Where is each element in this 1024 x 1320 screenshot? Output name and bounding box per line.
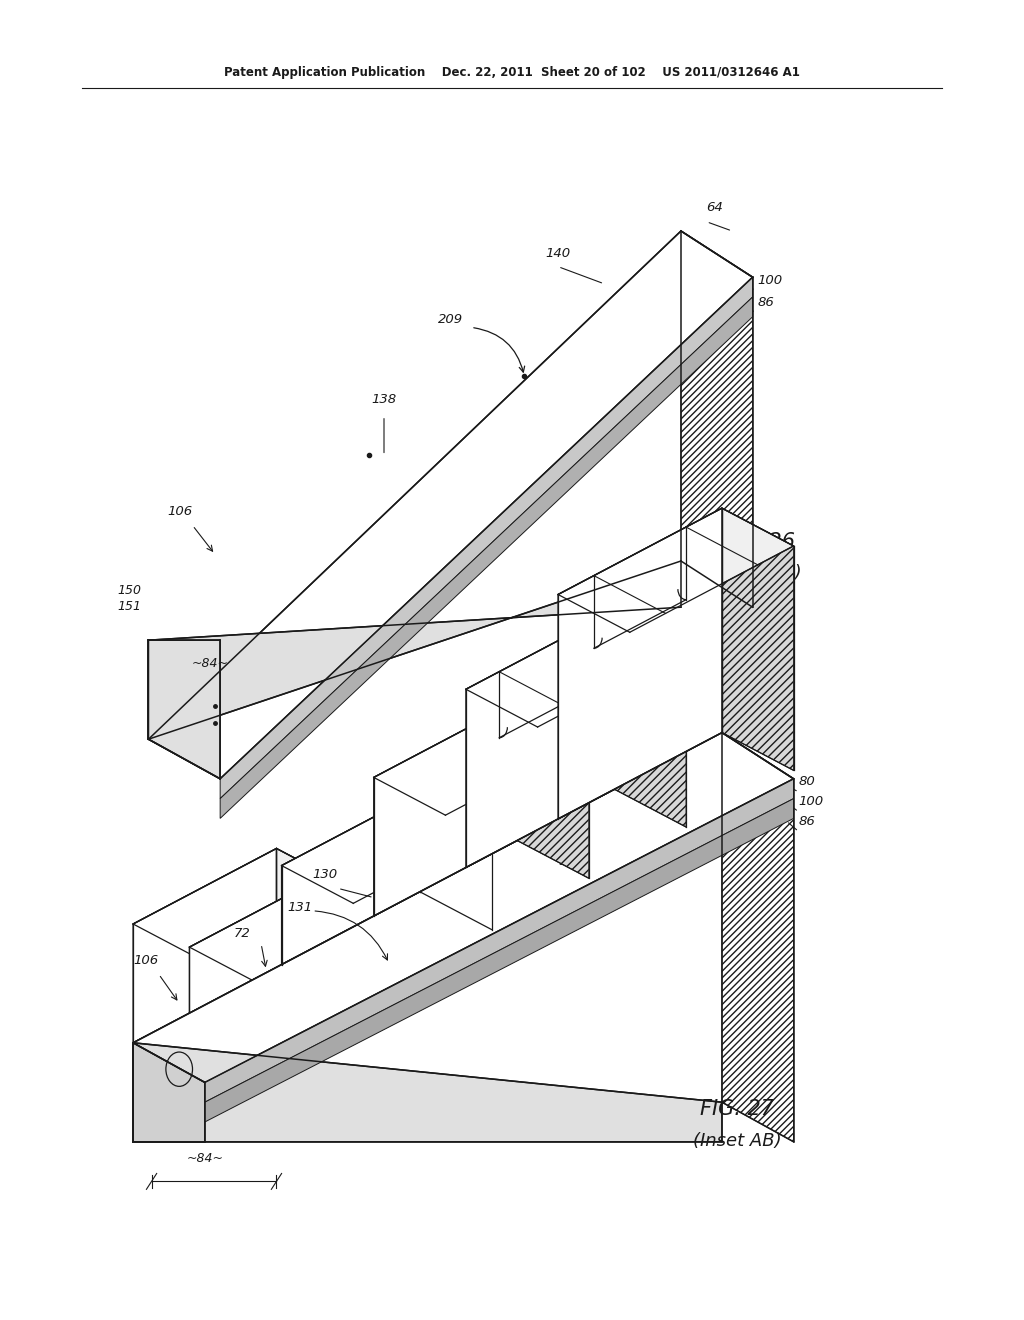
Polygon shape bbox=[558, 508, 794, 632]
Polygon shape bbox=[374, 702, 517, 916]
Text: Patent Application Publication    Dec. 22, 2011  Sheet 20 of 102    US 2011/0312: Patent Application Publication Dec. 22, … bbox=[224, 66, 800, 79]
Polygon shape bbox=[205, 779, 794, 1102]
Text: 130: 130 bbox=[399, 814, 425, 828]
Polygon shape bbox=[220, 277, 753, 799]
Polygon shape bbox=[466, 611, 686, 727]
Text: ~84~: ~84~ bbox=[191, 656, 228, 669]
Polygon shape bbox=[681, 231, 753, 607]
Polygon shape bbox=[323, 876, 394, 981]
Text: 131: 131 bbox=[287, 900, 312, 913]
Polygon shape bbox=[133, 1043, 205, 1142]
Polygon shape bbox=[276, 849, 348, 1005]
Polygon shape bbox=[614, 611, 686, 828]
Text: 140: 140 bbox=[546, 247, 570, 260]
Text: 106: 106 bbox=[167, 504, 193, 517]
Text: 62: 62 bbox=[388, 834, 404, 847]
Text: 94: 94 bbox=[558, 854, 574, 867]
Polygon shape bbox=[420, 793, 492, 929]
Text: FIG. 26: FIG. 26 bbox=[721, 532, 795, 552]
Polygon shape bbox=[133, 733, 794, 1082]
Polygon shape bbox=[466, 611, 614, 867]
Text: 74: 74 bbox=[429, 795, 445, 808]
Polygon shape bbox=[282, 793, 420, 965]
Polygon shape bbox=[205, 799, 794, 1122]
Text: 130: 130 bbox=[312, 867, 338, 880]
Polygon shape bbox=[558, 508, 722, 818]
Text: (Inset AB): (Inset AB) bbox=[693, 1131, 781, 1150]
Text: 86: 86 bbox=[758, 296, 774, 309]
Polygon shape bbox=[133, 1043, 722, 1142]
Text: 150: 150 bbox=[118, 583, 141, 597]
Text: 94: 94 bbox=[650, 788, 667, 801]
Polygon shape bbox=[517, 702, 589, 878]
Text: 100: 100 bbox=[758, 273, 783, 286]
Polygon shape bbox=[148, 561, 681, 739]
Text: (Inset AB): (Inset AB) bbox=[714, 564, 802, 582]
Polygon shape bbox=[133, 849, 348, 962]
Text: 80: 80 bbox=[799, 775, 815, 788]
Text: 86: 86 bbox=[799, 814, 815, 828]
Polygon shape bbox=[220, 297, 753, 818]
Text: 60: 60 bbox=[599, 735, 615, 748]
Polygon shape bbox=[133, 849, 276, 1043]
Text: 209: 209 bbox=[438, 313, 463, 326]
Polygon shape bbox=[722, 508, 794, 771]
Polygon shape bbox=[148, 640, 220, 779]
Text: 138: 138 bbox=[372, 392, 396, 405]
Text: 72: 72 bbox=[234, 927, 251, 940]
Text: 64: 64 bbox=[707, 201, 723, 214]
Text: 151: 151 bbox=[118, 599, 141, 612]
Polygon shape bbox=[189, 876, 323, 1014]
Text: FIG. 27: FIG. 27 bbox=[700, 1100, 774, 1119]
Text: ~84~: ~84~ bbox=[186, 1151, 223, 1164]
Polygon shape bbox=[374, 702, 589, 816]
Polygon shape bbox=[722, 733, 794, 1142]
Polygon shape bbox=[282, 793, 492, 903]
Text: 100: 100 bbox=[799, 795, 824, 808]
Polygon shape bbox=[189, 876, 394, 985]
Text: 106: 106 bbox=[133, 953, 159, 966]
Polygon shape bbox=[148, 231, 753, 779]
